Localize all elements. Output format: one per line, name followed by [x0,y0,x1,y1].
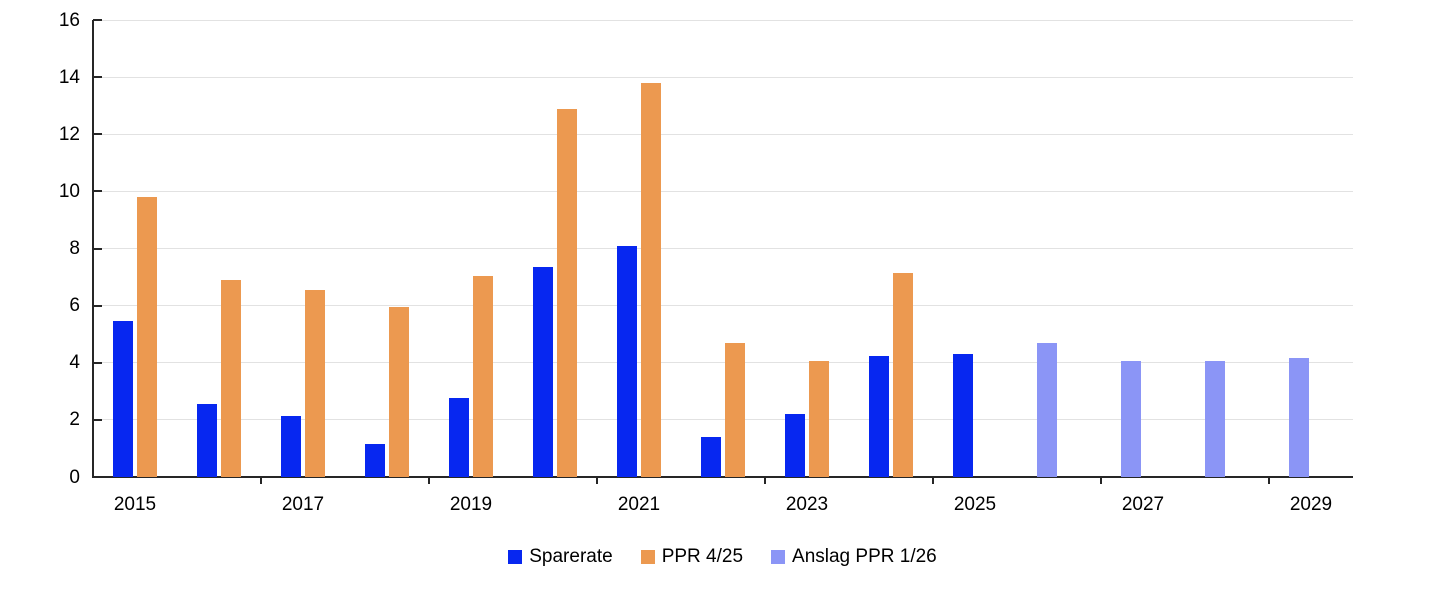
gridline-8 [93,248,1353,249]
legend-item-ppr-4-25: PPR 4/25 [640,546,744,568]
y-axis-tick-10 [93,190,102,193]
legend-swatch-icon [771,550,786,564]
y-axis-label-4: 4 [69,352,80,374]
y-axis-tick-14 [93,76,102,79]
x-axis-label-2025: 2025 [953,494,997,515]
bar-sparerate-2025 [953,354,973,477]
x-axis-label-2015: 2015 [113,494,157,515]
bar-anslag-ppr-1-26-2027 [1121,361,1141,477]
y-axis-label-14: 14 [58,66,80,88]
legend-label: PPR 4/25 [661,546,744,567]
bar-ppr-4-25-2023 [809,361,829,477]
bar-sparerate-2024 [869,355,889,477]
bar-ppr-4-25-2020 [557,108,577,477]
y-axis-label-10: 10 [58,180,80,202]
x-axis-tick [596,477,598,484]
y-axis-label-8: 8 [69,238,80,259]
gridline-10 [93,190,1353,192]
x-axis-tick [428,477,430,484]
x-axis-line [92,476,1353,478]
bar-ppr-4-25-2018 [389,307,409,477]
legend-item-anslag-ppr-1-26: Anslag PPR 1/26 [771,546,937,568]
bar-anslag-ppr-1-26-2029 [1289,358,1309,477]
gridline-12 [93,133,1353,135]
y-axis-tick-6 [93,304,102,307]
legend-swatch-icon [508,550,523,564]
gridline-4 [93,362,1353,364]
gridline-2 [93,419,1353,421]
bar-ppr-4-25-2015 [137,197,157,477]
gridline-16 [93,19,1353,21]
y-axis-label-16: 16 [58,9,80,31]
bar-sparerate-2015 [113,321,133,477]
bar-sparerate-2018 [365,444,385,477]
bar-ppr-4-25-2021 [641,82,661,477]
bar-ppr-4-25-2016 [221,279,241,477]
bar-ppr-4-25-2019 [473,275,493,477]
bar-sparerate-2021 [617,245,637,477]
bar-ppr-4-25-2017 [305,289,325,477]
y-axis-label-0: 0 [69,466,80,488]
y-axis-label-2: 2 [69,409,80,431]
x-axis-label-2027: 2027 [1121,494,1165,515]
x-axis-tick [1268,477,1270,484]
y-axis-label-6: 6 [69,295,80,317]
x-axis-tick [260,477,262,484]
x-axis-label-2023: 2023 [785,494,829,515]
x-axis-tick [1100,477,1102,484]
bar-sparerate-2019 [449,398,469,477]
x-axis-tick [764,477,766,484]
legend-label: Anslag PPR 1/26 [792,546,937,567]
x-axis-label-2017: 2017 [281,494,325,515]
gridline-14 [93,76,1353,78]
y-axis-line [92,20,94,478]
y-axis-tick-2 [93,418,102,421]
x-axis-tick [932,477,934,484]
bar-ppr-4-25-2022 [725,342,745,477]
bar-ppr-4-25-2024 [893,272,913,477]
y-axis-tick-12 [93,133,102,136]
bar-sparerate-2023 [785,414,805,477]
bar-sparerate-2022 [701,437,721,477]
legend-item-sparerate: Sparerate [508,546,613,568]
legend-swatch-icon [640,550,655,564]
bar-anslag-ppr-1-26-2026 [1037,342,1057,477]
y-axis-tick-8 [93,247,102,250]
bar-anslag-ppr-1-26-2028 [1205,361,1225,477]
legend: Sparerate PPR 4/25 Anslag PPR 1/26 [0,546,1445,568]
bar-sparerate-2017 [281,415,301,477]
y-axis-tick-4 [93,361,102,364]
x-axis-label-2019: 2019 [449,494,493,515]
y-axis-label-12: 12 [58,123,80,145]
x-axis-label-2021: 2021 [617,494,661,515]
x-axis-label-2029: 2029 [1289,494,1333,515]
y-axis-tick-16 [93,19,102,21]
legend-label: Sparerate [529,546,613,567]
gridline-6 [93,305,1353,307]
bar-sparerate-2016 [197,404,217,477]
bar-sparerate-2020 [533,267,553,477]
